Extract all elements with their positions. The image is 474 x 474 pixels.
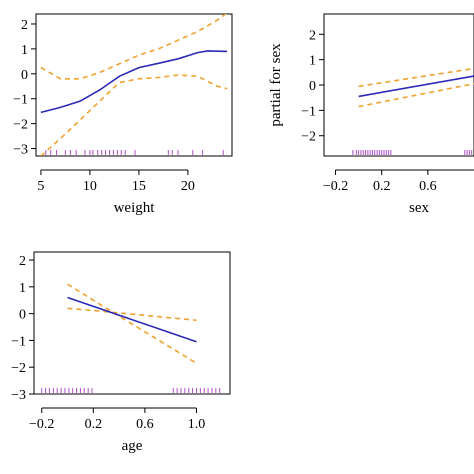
fit-line <box>358 75 474 98</box>
x-tick-label: 1.0 <box>188 417 206 432</box>
y-tick-label: −2 <box>13 118 28 133</box>
x-tick-label: 0.2 <box>373 179 391 194</box>
panel-sex: −2 −1 0 1 2 −0.2 0.2 0.6 sex partial for sex <box>268 13 474 216</box>
plot-frame-sex <box>323 13 474 157</box>
y-tick-label: −1 <box>301 104 316 119</box>
x-axis-label: sex <box>409 200 429 216</box>
y-axis-label: partial for sex <box>268 43 284 127</box>
x-tick-label: 0.6 <box>136 417 154 432</box>
fit-line <box>40 50 228 114</box>
y-tick-label: 0 <box>21 68 28 83</box>
y-tick-label: −1 <box>11 334 26 349</box>
y-tick-label: −2 <box>11 361 26 376</box>
y-tick-label: 1 <box>309 54 316 69</box>
panel-age: −3 −2 −1 0 1 2 −0.2 0.2 0.6 1.0 age <box>11 251 231 454</box>
y-tick-label: 2 <box>21 18 28 33</box>
x-tick-label: 5 <box>37 179 44 194</box>
y-tick-label: 1 <box>19 281 26 296</box>
y-tick-label: 0 <box>19 308 26 323</box>
plot-frame-age <box>33 251 231 395</box>
y-tick-label: −3 <box>13 143 28 158</box>
x-tick-label: −0.2 <box>323 179 348 194</box>
x-tick-label: 20 <box>181 179 195 194</box>
panel-weight: −3 −2 −1 0 1 2 5 10 15 20 weight <box>13 13 233 216</box>
y-tick-label: 1 <box>21 43 28 58</box>
fit-line <box>67 296 197 343</box>
lower-band-line <box>358 82 474 108</box>
y-tick-label: 2 <box>309 28 316 43</box>
x-axis-label: weight <box>114 200 156 216</box>
lower-band-line <box>40 74 228 156</box>
x-tick-label: 0.6 <box>419 179 437 194</box>
y-tick-label: 0 <box>309 79 316 94</box>
x-tick-label: −0.2 <box>29 417 54 432</box>
x-axis-label: age <box>122 438 143 454</box>
y-tick-label: −2 <box>301 130 316 145</box>
x-tick-label: 15 <box>132 179 146 194</box>
y-tick-label: 2 <box>19 254 26 269</box>
lower-band-line <box>67 307 197 322</box>
plot-frame-weight <box>35 13 233 157</box>
upper-band-line <box>358 67 474 88</box>
upper-band-line <box>67 283 197 364</box>
x-tick-label: 0.2 <box>85 417 103 432</box>
y-tick-label: −3 <box>11 388 26 403</box>
y-tick-label: −1 <box>13 93 28 108</box>
x-tick-label: 10 <box>83 179 97 194</box>
